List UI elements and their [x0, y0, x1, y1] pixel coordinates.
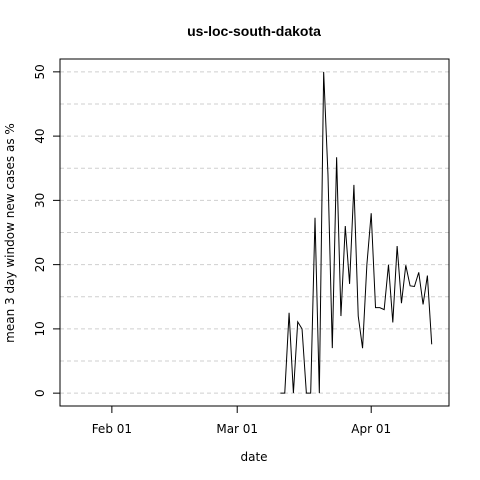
y-tick-label: 0 — [33, 389, 47, 397]
y-tick-label: 10 — [33, 321, 47, 336]
y-tick-label: 50 — [33, 64, 47, 79]
x-tick-label: Feb 01 — [92, 422, 132, 436]
y-tick-label: 20 — [33, 257, 47, 272]
x-axis: Feb 01 Mar 01 Apr 01 — [92, 405, 391, 436]
y-axis: 0 10 20 30 40 50 — [33, 64, 61, 397]
grid — [60, 71, 449, 394]
x-axis-label: date — [240, 450, 267, 464]
series-layer — [280, 71, 433, 394]
chart-title: us-loc-south-dakota — [187, 23, 321, 39]
y-tick-label: 30 — [33, 193, 47, 208]
x-tick-label: Apr 01 — [351, 422, 391, 436]
series-line — [280, 71, 433, 394]
y-tick-label: 40 — [33, 128, 47, 143]
y-axis-label: mean 3 day window new cases as % — [3, 123, 17, 343]
x-tick-label: Mar 01 — [216, 422, 258, 436]
